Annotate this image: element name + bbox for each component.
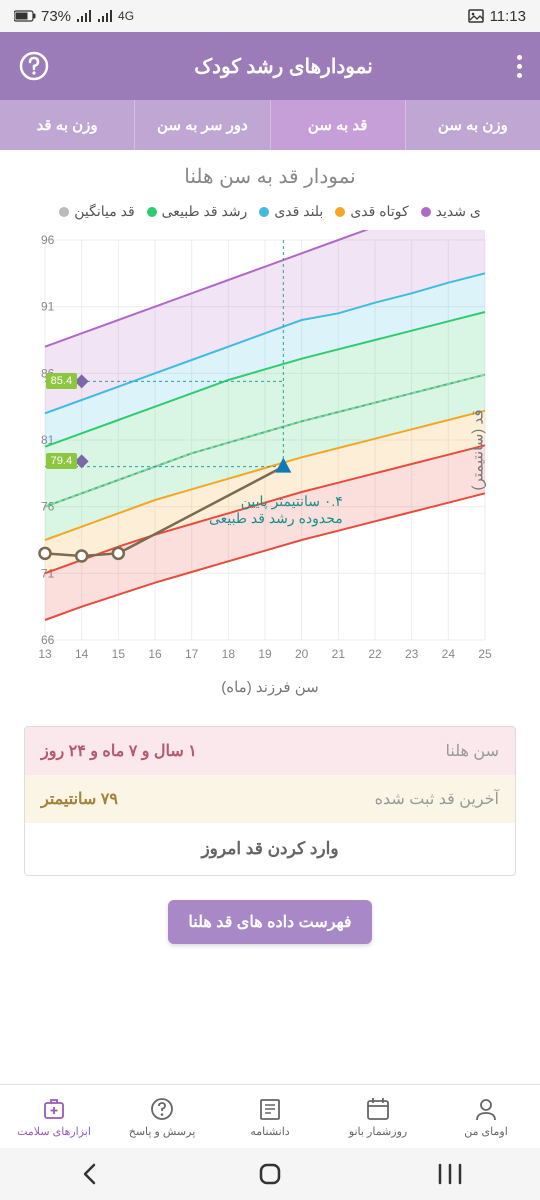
svg-text:13: 13 [38,647,52,661]
recents-icon[interactable] [437,1161,463,1187]
svg-text:91: 91 [41,300,55,314]
info-row-age: سن هلنا ۱ سال و ۷ ماه و ۲۴ روز [25,727,515,775]
legend-item: بلند قدی [259,203,323,220]
page-title: نمودارهای رشد کودک [50,54,517,79]
bottom-nav: اومای منروزشمار بانودانشنامهپرسش و پاسخا… [0,1084,540,1148]
legend-item: ی شدید [421,203,481,220]
info-label: آخرین قد ثبت شده [375,789,499,809]
info-value: ۱ سال و ۷ ماه و ۲۴ روز [41,741,197,761]
battery-pct: 73% [41,8,71,25]
svg-text:19: 19 [258,647,272,661]
data-list-button[interactable]: فهرست داده های قد هلنا [168,900,371,944]
nav-book[interactable]: دانشنامه [216,1085,324,1148]
signal-icon-2 [76,9,92,23]
gallery-icon [468,8,484,24]
chart-tooltip: 85.4 [46,373,77,389]
svg-text:24: 24 [442,647,456,661]
info-row-height: آخرین قد ثبت شده ۷۹ سانتیمتر [25,775,515,823]
svg-text:22: 22 [368,647,382,661]
chart-tooltip: 79.4 [46,453,77,469]
legend: ی شدید کوتاه قدی بلند قدی رشد قد طبیعی قد می… [24,203,516,220]
info-value: ۷۹ سانتیمتر [41,789,118,809]
chart-container: نمودار قد به سن هلنا ی شدید کوتاه قدی بلند… [0,150,540,706]
svg-text:20: 20 [295,647,309,661]
svg-text:18: 18 [222,647,236,661]
battery-icon [14,10,36,22]
legend-item: قد میانگین [59,203,134,220]
menu-icon[interactable] [517,55,522,78]
svg-text:25: 25 [478,647,492,661]
y-axis-label: قد (سانتیمتر) [468,409,486,490]
status-time: 11:13 [490,8,526,25]
chart-area: 1314151617181920212223242566717681869196… [24,230,496,670]
status-bar: 11:13 4G 73% [0,0,540,32]
info-label: سن هلنا [446,741,499,761]
chart-title: نمودار قد به سن هلنا [24,164,516,189]
svg-text:14: 14 [75,647,89,661]
svg-text:15: 15 [112,647,126,661]
signal-type: 4G [118,9,134,23]
chart-svg: 1314151617181920212223242566717681869196 [24,230,496,670]
legend-item: کوتاه قدی [335,203,408,220]
x-axis-label: سن فرزند (ماه) [24,678,516,696]
svg-text:23: 23 [405,647,419,661]
nav-user[interactable]: اومای من [432,1085,540,1148]
nav-calendar[interactable]: روزشمار بانو [324,1085,432,1148]
legend-item: رشد قد طبیعی [147,203,248,220]
svg-text:16: 16 [148,647,162,661]
tab-head-age[interactable]: دور سر به سن [134,100,269,150]
tab-weight-height[interactable]: وزن به قد [0,100,134,150]
info-table: سن هلنا ۱ سال و ۷ ماه و ۲۴ روز آخرین قد … [24,726,516,876]
nav-health[interactable]: ابزارهای سلامت [0,1085,108,1148]
home-icon[interactable] [257,1161,283,1187]
nav-question[interactable]: پرسش و پاسخ [108,1085,216,1148]
signal-icon [97,9,113,23]
tab-height-age[interactable]: قد به سن [270,100,405,150]
tab-weight-age[interactable]: وزن به سن [405,100,540,150]
svg-text:96: 96 [41,233,55,247]
svg-text:21: 21 [332,647,346,661]
header: نمودارهای رشد کودک [0,32,540,100]
enter-height-button[interactable]: وارد کردن قد امروز [25,823,515,875]
chart-annotation: ۰.۴ سانتیمتر پایینمحدوده رشد قد طبیعی [209,493,343,527]
tabs: وزن به سن قد به سن دور سر به سن وزن به ق… [0,100,540,150]
svg-text:66: 66 [41,633,55,647]
svg-text:17: 17 [185,647,199,661]
help-icon[interactable] [18,50,50,82]
system-nav-bar [0,1148,540,1200]
back-icon[interactable] [77,1161,103,1187]
